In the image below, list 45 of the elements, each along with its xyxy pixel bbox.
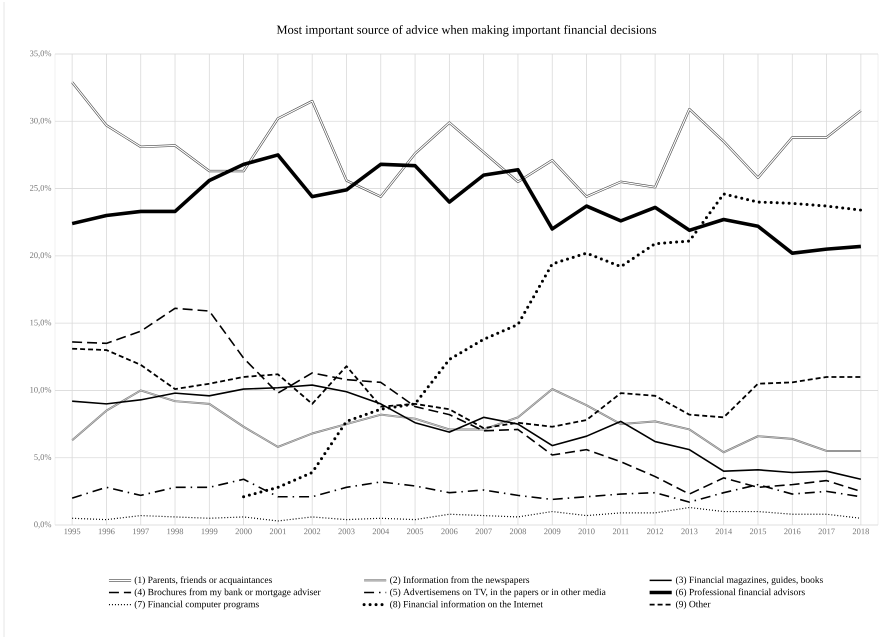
legend-label: (8) Financial information on the Internet bbox=[390, 600, 543, 610]
chart-title: Most important source of advice when making important financial decisions bbox=[276, 25, 656, 36]
x-tick-label: 1998 bbox=[167, 528, 184, 534]
x-tick-label: 1996 bbox=[98, 528, 115, 534]
x-tick-label: 2013 bbox=[681, 528, 698, 534]
x-tick-label: 2018 bbox=[852, 528, 870, 534]
x-tick-label: 2006 bbox=[441, 528, 458, 534]
y-tick-label: 20,0% bbox=[30, 252, 52, 260]
y-tick-label: 25,0% bbox=[30, 185, 52, 192]
legend-label: (6) Professional financial advisors bbox=[676, 588, 805, 598]
legend-label: (1) Parents, friends or acquaintances bbox=[134, 576, 272, 585]
legend-label: (2) Information from the newspapers bbox=[390, 576, 530, 585]
legend-label: (3) Financial magazines, guides, books bbox=[676, 576, 823, 585]
x-tick-label: 2008 bbox=[510, 528, 526, 534]
line-series bbox=[70, 81, 862, 198]
x-tick-label: 2010 bbox=[578, 528, 595, 534]
x-tick-label: 2009 bbox=[544, 528, 560, 534]
line-series bbox=[72, 506, 862, 522]
x-tick-label: 2017 bbox=[818, 528, 835, 534]
legend-label: (7) Financial computer programs bbox=[134, 600, 259, 610]
x-tick-label: 2007 bbox=[476, 528, 492, 534]
y-tick-label: 35,0% bbox=[30, 50, 52, 58]
x-tick-label: 1997 bbox=[133, 528, 149, 534]
x-tick-label: 2000 bbox=[236, 528, 252, 534]
legend-label: (4) Brochures from my bank or mortgage adviser bbox=[134, 588, 321, 598]
x-tick-label: 2011 bbox=[612, 528, 629, 534]
y-tick-label: 15,0% bbox=[30, 320, 52, 327]
x-tick-label: 2005 bbox=[406, 528, 424, 534]
y-tick-label: 0,0% bbox=[34, 522, 52, 528]
y-tick-label: 10,0% bbox=[30, 386, 52, 394]
x-tick-label: 2004 bbox=[372, 528, 390, 534]
x-tick-label: 2012 bbox=[647, 528, 664, 534]
x-tick-label: 2001 bbox=[270, 528, 286, 534]
x-tick-label: 1999 bbox=[202, 528, 218, 534]
x-tick-label: 2003 bbox=[338, 528, 355, 534]
x-tick-label: 2015 bbox=[750, 528, 766, 534]
line-series bbox=[71, 388, 862, 454]
x-tick-label: 1995 bbox=[64, 528, 80, 534]
y-tick-label: 30,0% bbox=[30, 118, 52, 125]
x-tick-label: 2002 bbox=[304, 528, 320, 534]
x-tick-label: 2016 bbox=[784, 528, 800, 534]
legend-label: (5) Advertisemens on TV, in the papers or in other media bbox=[390, 588, 606, 598]
x-tick-label: 2014 bbox=[716, 528, 732, 534]
legend-label: (9) Other bbox=[676, 600, 710, 610]
y-tick-label: 5,0% bbox=[34, 454, 52, 462]
